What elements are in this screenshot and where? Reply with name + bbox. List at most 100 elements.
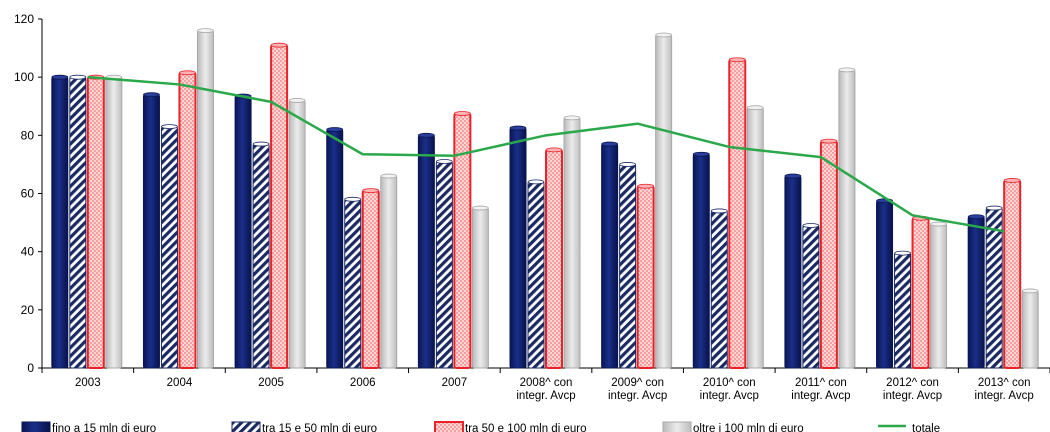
- bar-cap: [453, 111, 471, 116]
- y-tick-label: 60: [21, 187, 35, 201]
- bar-4-2006: [380, 173, 398, 369]
- bar-cap: [820, 138, 838, 144]
- bar-cap: [252, 141, 270, 147]
- bar: [234, 95, 252, 369]
- bar-cap: [692, 151, 710, 157]
- bar-cap: [179, 70, 196, 76]
- bar: [692, 153, 710, 369]
- bar-4-2011: [838, 67, 856, 369]
- bar-2-2004: [160, 124, 178, 369]
- bar: [86, 76, 105, 370]
- bar-cap: [362, 188, 380, 193]
- bar: [196, 30, 214, 369]
- bar-4-2004: [196, 28, 214, 369]
- bar-3-2011: [819, 138, 838, 369]
- totale-line: [87, 75, 1005, 233]
- legend-label: tra 15 e 50 mln di euro: [262, 423, 377, 432]
- legend: fino a 15 mln di euro tra 15 e 50 mln di …: [21, 421, 940, 432]
- bar: [545, 148, 563, 369]
- bar-cap: [344, 196, 362, 202]
- legend-item: totale: [878, 423, 940, 432]
- bar-cap: [784, 173, 802, 179]
- bar-cap: [380, 173, 398, 179]
- bar-cap: [270, 42, 288, 48]
- bar-2-2003: [69, 74, 87, 369]
- legend-label: totale: [912, 423, 940, 432]
- bar-cap: [838, 67, 856, 73]
- bar: [838, 69, 856, 369]
- bar-3-2004: [178, 70, 197, 369]
- bar: [876, 200, 894, 369]
- bar: [270, 44, 289, 370]
- x-tick-label: 2011^ con integr. Avcp: [791, 377, 850, 402]
- bar: [819, 140, 838, 369]
- bar: [288, 99, 306, 369]
- bar-2-2006: [344, 196, 362, 369]
- bar-1-2005: [234, 93, 252, 369]
- bar-cap: [619, 162, 637, 167]
- bar-3-2013: [1003, 178, 1022, 369]
- bar-cap: [930, 221, 947, 227]
- bar-cap: [655, 32, 673, 38]
- bar-1-2013: [967, 214, 985, 369]
- bar-cap: [1003, 178, 1021, 183]
- bar-3-2012: [911, 215, 930, 369]
- bar-4-2005: [288, 98, 306, 369]
- legend-label: tra 50 e 100 mln di euro: [465, 423, 586, 432]
- bar-1-2003: [51, 74, 69, 369]
- bar-4-2007: [471, 205, 489, 369]
- y-tick-label: 120: [14, 12, 34, 26]
- bar-cap: [637, 183, 655, 189]
- bar: [802, 224, 820, 369]
- bar-cap: [985, 205, 1003, 211]
- bar: [636, 185, 655, 369]
- legend-label: fino a 15 mln di euro: [52, 423, 156, 432]
- bar-cap: [326, 127, 344, 132]
- bar-1-2006: [326, 127, 344, 369]
- bar-1-2011: [784, 173, 802, 369]
- bar: [601, 143, 619, 369]
- bar: [911, 217, 930, 369]
- bar-1-2009: [601, 141, 619, 369]
- bar-cap: [435, 159, 453, 164]
- bar-cap: [471, 205, 489, 211]
- legend-item: tra 15 e 50 mln di euro: [231, 421, 377, 432]
- bar: [985, 207, 1003, 369]
- bar-cap: [746, 105, 764, 111]
- bar: [710, 210, 728, 369]
- bar-4-2010: [746, 105, 764, 369]
- line-series: [87, 75, 1005, 233]
- axes: 0 20 40 60 80 100 120 2003 2004 2005 2006 2007 2008^…: [14, 12, 1050, 402]
- bar: [380, 175, 398, 369]
- bar: [527, 181, 545, 369]
- bar-1-2004: [142, 92, 160, 369]
- bar-2-2011: [802, 223, 820, 369]
- bar-4-2003: [105, 74, 123, 369]
- bar-3-2006: [361, 188, 380, 369]
- x-tick-label: 2006: [350, 377, 376, 389]
- bar-cap: [509, 125, 527, 131]
- x-tick-label: 2008^ con integr. Avcp: [516, 377, 575, 402]
- x-tick-label: 2009^ con integr. Avcp: [608, 377, 667, 402]
- bar-cap: [143, 92, 160, 98]
- bar-cap: [161, 124, 178, 130]
- bar: [1021, 290, 1039, 369]
- bar-3-2007: [453, 111, 472, 370]
- bar-4-2012: [930, 221, 948, 369]
- bar: [160, 126, 178, 369]
- bar-cap: [1021, 288, 1039, 294]
- legend-swatch: [231, 421, 261, 432]
- bar: [784, 175, 802, 369]
- bar: [655, 34, 673, 369]
- bar: [894, 252, 912, 369]
- bar-2-2009: [619, 162, 637, 369]
- bar-cap: [288, 98, 306, 103]
- bar-4-2008: [563, 115, 581, 369]
- bar-cap: [967, 214, 985, 220]
- bar-cap: [527, 179, 545, 185]
- bar: [1003, 179, 1022, 369]
- bar: [746, 107, 764, 369]
- bar: [326, 129, 344, 369]
- bar: [344, 198, 362, 369]
- bar-cap: [51, 74, 69, 80]
